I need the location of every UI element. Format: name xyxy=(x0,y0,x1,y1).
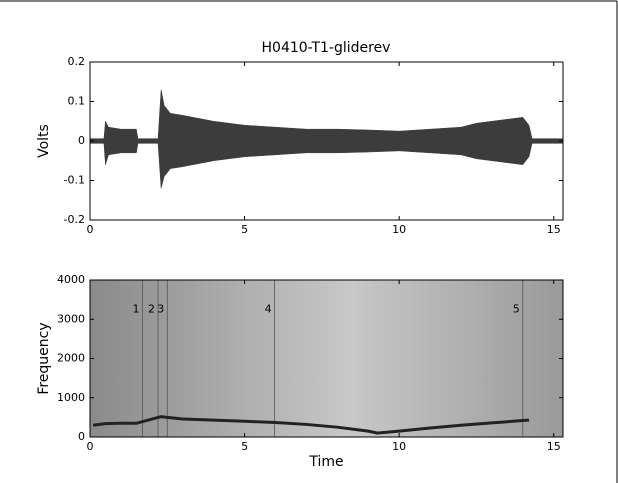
y-tick-label: -0.2 xyxy=(64,213,85,226)
fundamental-line xyxy=(92,415,530,435)
annotation: 1 xyxy=(133,302,140,315)
annotation: 3 xyxy=(157,302,164,315)
y-axis-label: Frequency xyxy=(36,322,52,394)
x-tick-label: 10 xyxy=(392,223,406,236)
annotation: 4 xyxy=(265,302,272,315)
x-tick-label: 0 xyxy=(87,440,94,453)
y-tick-label: 0.1 xyxy=(68,95,86,108)
y-tick-label: -0.1 xyxy=(64,174,85,187)
plot-frame xyxy=(89,61,564,221)
y-tick-label: 3000 xyxy=(57,312,85,325)
plot-frame xyxy=(89,279,564,438)
x-tick-label: 10 xyxy=(392,440,406,453)
spectrogram-background xyxy=(90,280,563,437)
x-tick-label: 15 xyxy=(547,223,561,236)
y-tick-label: 0 xyxy=(78,430,85,443)
y-tick-label: 0 xyxy=(78,134,85,147)
y-tick-label: 1000 xyxy=(57,391,85,404)
chart-title: H0410-T1-gliderev xyxy=(262,40,391,56)
x-axis-label: Time xyxy=(308,454,343,470)
x-tick-label: 5 xyxy=(241,223,248,236)
y-tick-label: 4000 xyxy=(57,273,85,286)
annotation: 5 xyxy=(513,302,520,315)
y-tick-label: 0.2 xyxy=(68,55,86,68)
x-tick-label: 0 xyxy=(87,223,94,236)
annotation: 2 xyxy=(148,302,155,315)
y-axis-label: Volts xyxy=(36,124,52,158)
waveform-lower xyxy=(89,140,564,189)
waveform-upper xyxy=(89,89,564,142)
x-tick-label: 5 xyxy=(241,440,248,453)
y-tick-label: 2000 xyxy=(57,352,85,365)
x-tick-label: 15 xyxy=(547,440,561,453)
